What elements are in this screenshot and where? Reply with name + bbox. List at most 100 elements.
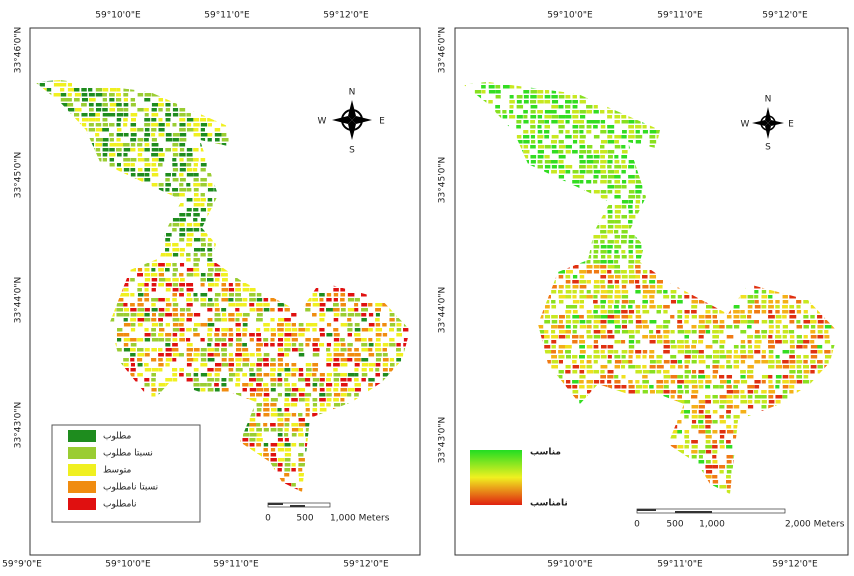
- parcel: [410, 163, 417, 167]
- parcel: [228, 458, 234, 462]
- parcel: [179, 148, 185, 152]
- parcel: [116, 163, 121, 167]
- parcel: [747, 180, 754, 184]
- parcel: [60, 313, 67, 317]
- parcel: [635, 180, 643, 184]
- parcel: [642, 215, 649, 219]
- parcel: [249, 113, 254, 117]
- parcel: [151, 173, 159, 177]
- parcel: [719, 110, 724, 114]
- parcel: [775, 195, 782, 199]
- parcel: [102, 268, 109, 272]
- parcel: [396, 418, 401, 422]
- parcel: [109, 353, 116, 357]
- parcel: [298, 83, 306, 87]
- parcel: [333, 408, 340, 412]
- parcel: [340, 288, 346, 292]
- parcel: [137, 358, 143, 362]
- scale-label: 500: [296, 514, 313, 524]
- parcel: [803, 160, 809, 164]
- parcel: [551, 225, 556, 229]
- parcel: [410, 98, 414, 102]
- parcel: [263, 408, 270, 412]
- parcel: [53, 388, 61, 392]
- parcel: [221, 458, 228, 462]
- parcel: [263, 158, 269, 162]
- parcel: [74, 263, 80, 267]
- parcel: [474, 225, 480, 229]
- parcel: [312, 313, 317, 317]
- parcel: [186, 188, 192, 192]
- parcel: [60, 388, 67, 392]
- parcel: [670, 115, 675, 119]
- parcel: [35, 358, 37, 362]
- parcel: [733, 210, 739, 214]
- parcel: [186, 253, 191, 257]
- parcel: [600, 200, 607, 204]
- parcel: [726, 100, 733, 104]
- parcel: [165, 283, 172, 287]
- parcel: [291, 273, 297, 277]
- parcel: [35, 238, 38, 242]
- parcel: [144, 98, 151, 102]
- parcel: [396, 428, 403, 432]
- parcel: [579, 190, 586, 194]
- parcel: [81, 413, 87, 417]
- legend-swatch: [68, 430, 96, 442]
- parcel: [565, 190, 572, 194]
- parcel: [347, 403, 354, 407]
- parcel: [186, 228, 193, 232]
- parcel: [326, 258, 331, 262]
- parcel: [200, 113, 206, 117]
- parcel: [46, 133, 52, 137]
- parcel: [172, 388, 180, 392]
- parcel: [796, 195, 801, 199]
- parcel: [130, 343, 137, 347]
- parcel: [474, 220, 481, 224]
- parcel: [691, 125, 698, 129]
- parcel: [733, 225, 738, 229]
- parcel: [144, 413, 150, 417]
- parcel: [158, 188, 164, 192]
- parcel: [754, 125, 761, 129]
- parcel: [740, 175, 747, 179]
- parcel: [123, 233, 130, 237]
- parcel: [235, 213, 243, 217]
- parcel: [53, 223, 58, 227]
- parcel: [389, 148, 396, 152]
- parcel: [144, 88, 151, 92]
- parcel: [88, 273, 96, 277]
- parcel: [116, 128, 122, 132]
- parcel: [46, 258, 53, 262]
- parcel: [60, 143, 65, 147]
- parcel: [95, 203, 101, 207]
- parcel: [488, 85, 495, 89]
- parcel: [635, 110, 643, 114]
- parcel: [207, 203, 213, 207]
- parcel: [305, 288, 312, 292]
- parcel: [137, 348, 144, 352]
- parcel: [340, 488, 347, 492]
- parcel: [60, 243, 66, 247]
- parcel: [340, 203, 348, 207]
- parcel: [249, 338, 254, 342]
- parcel: [340, 298, 345, 302]
- parcel: [263, 238, 269, 242]
- parcel: [347, 223, 353, 227]
- parcel: [817, 190, 823, 194]
- parcel: [319, 423, 325, 427]
- parcel: [88, 163, 94, 167]
- parcel: [649, 230, 657, 234]
- parcel: [347, 358, 353, 362]
- parcel: [249, 203, 257, 207]
- parcel: [109, 388, 114, 392]
- parcel: [35, 203, 40, 207]
- parcel: [607, 90, 614, 94]
- parcel: [214, 453, 222, 457]
- parcel: [565, 135, 572, 139]
- parcel: [291, 213, 297, 217]
- parcel: [277, 463, 283, 467]
- parcel: [179, 413, 186, 417]
- parcel: [463, 130, 465, 134]
- parcel: [368, 278, 374, 282]
